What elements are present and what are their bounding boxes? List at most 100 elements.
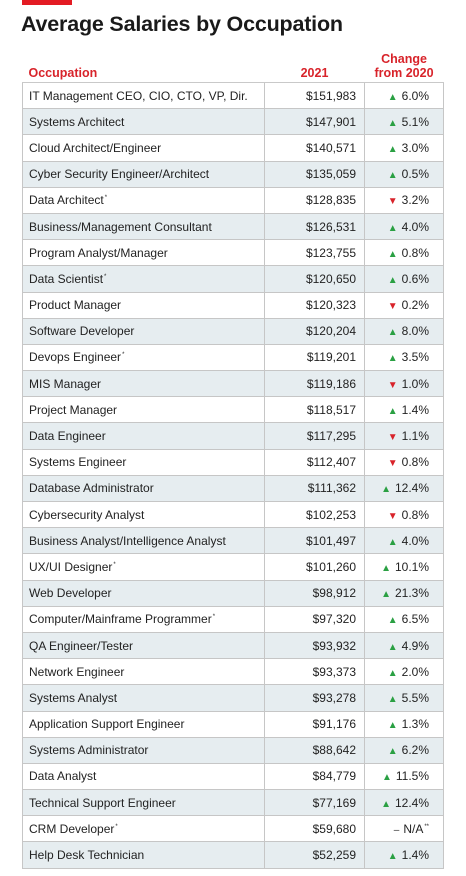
salary-cell: $101,497 <box>264 527 365 554</box>
salary-cell: $52,259 <box>264 841 365 869</box>
occupation-label: Web Developer <box>29 586 112 601</box>
occupation-label: Data Engineer <box>29 429 106 444</box>
change-value: 8.0% <box>401 324 429 339</box>
salary-cell: $118,517 <box>264 396 365 423</box>
change-cell: ▼ 0.2% <box>364 291 444 319</box>
change-cell: ▼ 1.0% <box>364 370 444 397</box>
table-row: Network Engineer $93,373 ▲ 2.0% <box>22 658 444 685</box>
occupation-cell: Systems Architect <box>22 108 265 135</box>
occupation-cell: Systems Engineer <box>22 448 265 476</box>
change-value: 1.4% <box>401 848 429 863</box>
up-arrow-icon: ▲ <box>381 484 391 496</box>
occupation-cell: Help Desk Technician <box>22 841 265 869</box>
table-row: Application Support Engineer $91,176 ▲ 1.3% <box>22 710 444 738</box>
footnote-marker: * <box>212 614 216 621</box>
salary-cell: $101,260 <box>264 553 365 581</box>
change-value: 4.0% <box>401 533 429 548</box>
change-value: 4.9% <box>401 638 429 653</box>
table-body: IT Management CEO, CIO, CTO, VP, Dir. $15… <box>22 81 444 869</box>
occupation-cell: Network Engineer <box>22 658 265 685</box>
table-row: CRM Developer* $59,680– N/A** <box>22 815 444 842</box>
table-row: Web Developer $98,912 ▲ 21.3% <box>22 579 444 607</box>
salary-cell: $98,912 <box>264 579 365 607</box>
change-cell: ▲ 12.4% <box>364 474 444 502</box>
occupation-label: Data Scientist <box>29 271 104 286</box>
salary-cell: $120,204 <box>264 317 365 345</box>
occupation-cell: Business Analyst/Intelligence Analyst <box>22 527 265 554</box>
change-value: 12.4% <box>394 481 429 496</box>
header-year: 2021 <box>264 49 365 83</box>
up-arrow-icon: ▲ <box>387 615 398 627</box>
occupation-label: MIS Manager <box>29 376 102 391</box>
accent-bar <box>22 0 72 5</box>
salary-cell: $93,373 <box>264 658 365 685</box>
occupation-label: Systems Analyst <box>29 690 118 705</box>
down-arrow-icon: ▼ <box>387 510 398 522</box>
up-arrow-icon: ▲ <box>387 91 398 103</box>
occupation-cell: Database Administrator <box>22 474 265 502</box>
change-cell: ▲ 2.0% <box>364 658 444 685</box>
table-row: Project Manager $118,517 ▲ 1.4% <box>22 396 444 423</box>
table-row: Computer/Mainframe Programmer* $97,320 ▲ 6.… <box>22 605 444 633</box>
change-cell: ▼ 1.1% <box>364 422 444 450</box>
table-row: Cybersecurity Analyst $102,253 ▼ 0.8% <box>22 500 444 528</box>
table-row: Systems Analyst $93,278 ▲ 5.5% <box>22 684 444 711</box>
table-row: Business/Management Consultant $126,531 ▲ 4… <box>22 212 444 240</box>
occupation-label: Program Analyst/Manager <box>29 245 168 260</box>
change-cell: ▲ 21.3% <box>364 579 444 607</box>
up-arrow-icon: ▲ <box>387 222 398 234</box>
header-change-line2: from 2020 <box>374 66 434 80</box>
header-change-line1: Change <box>381 52 427 66</box>
salary-cell: $119,201 <box>264 343 365 371</box>
change-value: 12.4% <box>394 795 429 810</box>
change-cell: ▲ 0.6% <box>364 265 444 292</box>
occupation-label: Business/Management Consultant <box>29 219 212 234</box>
salary-cell: $119,186 <box>264 370 365 397</box>
change-value: 0.8% <box>401 455 429 470</box>
table-row: Business Analyst/Intelligence Analyst $10… <box>22 527 444 554</box>
change-cell: ▲ 8.0% <box>364 317 444 345</box>
salary-cell: $123,755 <box>264 239 365 266</box>
up-arrow-icon: ▲ <box>381 772 392 784</box>
up-arrow-icon: ▲ <box>387 746 398 758</box>
occupation-cell: IT Management CEO, CIO, CTO, VP, Dir. <box>22 81 265 109</box>
change-value: 4.0% <box>401 219 429 234</box>
occupation-cell: UX/UI Designer* <box>22 553 265 581</box>
table-row: Software Developer $120,204 ▲ 8.0% <box>22 317 444 345</box>
up-arrow-icon: ▲ <box>381 562 391 574</box>
occupation-label: Application Support Engineer <box>29 717 185 732</box>
table-row: Cloud Architect/Engineer $140,571 ▲ 3.0% <box>22 134 444 162</box>
table-row: UX/UI Designer* $101,260 ▲ 10.1% <box>22 553 444 581</box>
up-arrow-icon: ▲ <box>387 667 398 679</box>
salary-cell: $77,169 <box>264 789 365 816</box>
dash-icon: – <box>393 824 400 836</box>
occupation-cell: Product Manager <box>22 291 265 319</box>
occupation-cell: Data Architect* <box>22 186 265 214</box>
occupation-label: Software Developer <box>29 324 135 339</box>
footnote-marker: * <box>122 352 125 359</box>
occupation-cell: Data Engineer <box>22 422 265 450</box>
occupation-label: Cyber Security Engineer/Architect <box>29 167 210 182</box>
salary-cell: $84,779 <box>264 762 365 790</box>
change-cell: ▲ 12.4% <box>364 789 444 816</box>
occupation-cell: Data Analyst <box>22 762 265 790</box>
occupation-label: Data Architect <box>29 193 104 208</box>
change-cell: ▲ 10.1% <box>364 553 444 581</box>
salary-cell: $93,932 <box>264 631 365 659</box>
occupation-cell: CRM Developer* <box>22 815 265 842</box>
occupation-cell: Business/Management Consultant <box>22 212 265 240</box>
table-row: Data Engineer $117,295 ▼ 1.1% <box>22 422 444 450</box>
up-arrow-icon: ▲ <box>387 327 398 339</box>
occupation-cell: QA Engineer/Tester <box>22 631 265 659</box>
up-arrow-icon: ▲ <box>387 117 398 129</box>
change-cell: ▼ 3.2% <box>364 186 444 214</box>
change-cell: ▲ 0.5% <box>364 160 444 188</box>
salary-cell: $111,362 <box>264 474 365 502</box>
up-arrow-icon: ▲ <box>381 798 391 810</box>
change-value: 5.1% <box>401 114 429 129</box>
occupation-label: Devops Engineer <box>29 350 122 365</box>
change-value: 1.3% <box>401 717 429 732</box>
table-row: Program Analyst/Manager $123,755 ▲ 0.8% <box>22 239 444 266</box>
change-value: 6.5% <box>401 612 429 627</box>
salary-cell: $102,253 <box>264 500 365 528</box>
